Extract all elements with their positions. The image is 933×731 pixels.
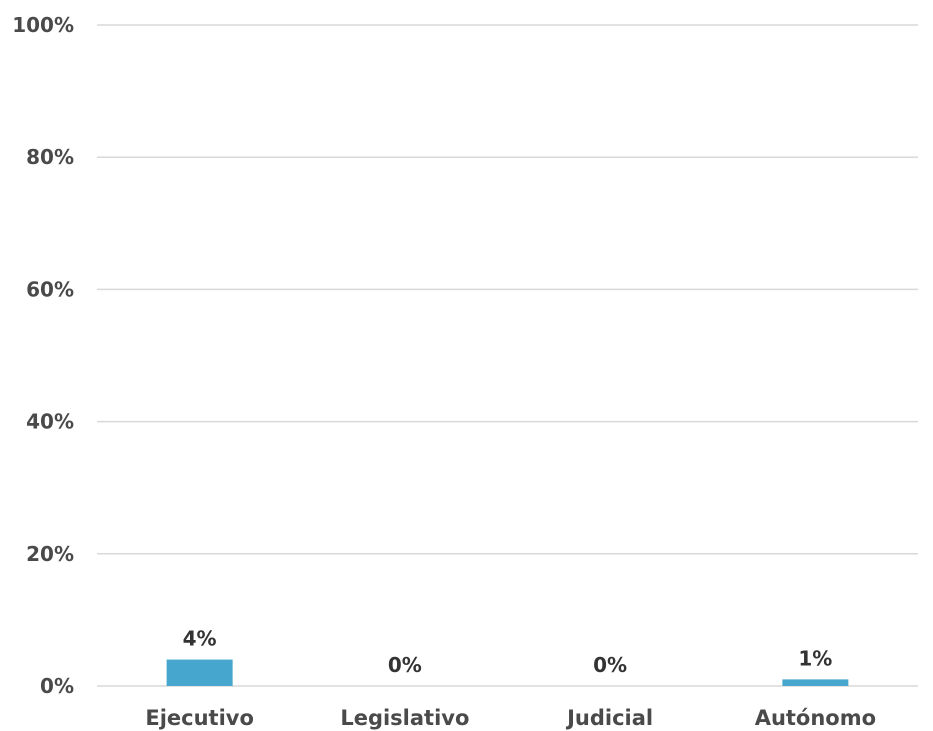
y-tick-label: 80% <box>26 145 74 169</box>
gridlines <box>97 24 918 687</box>
bar-ejecutivo <box>166 659 233 686</box>
y-axis-tick-labels: 0% 20% 40% 60% 80% 100% <box>12 13 74 698</box>
bar-autónomo <box>782 679 849 686</box>
data-label: 1% <box>798 646 832 670</box>
data-label: 0% <box>593 653 627 677</box>
y-tick-label: 40% <box>26 410 74 434</box>
y-tick-label: 100% <box>12 13 74 37</box>
x-category-label: Ejecutivo <box>145 706 254 730</box>
y-tick-label: 60% <box>26 277 74 301</box>
bars <box>166 659 849 686</box>
x-axis-category-labels: Ejecutivo Legislativo Judicial Autónomo <box>145 706 876 730</box>
x-category-label: Autónomo <box>755 706 876 730</box>
x-category-label: Judicial <box>565 706 653 730</box>
data-label: 4% <box>183 627 217 651</box>
y-tick-label: 0% <box>40 674 74 698</box>
data-labels: 4% 0% 0% 1% <box>183 627 833 677</box>
data-label: 0% <box>388 653 422 677</box>
x-category-label: Legislativo <box>340 706 469 730</box>
y-tick-label: 20% <box>26 542 74 566</box>
